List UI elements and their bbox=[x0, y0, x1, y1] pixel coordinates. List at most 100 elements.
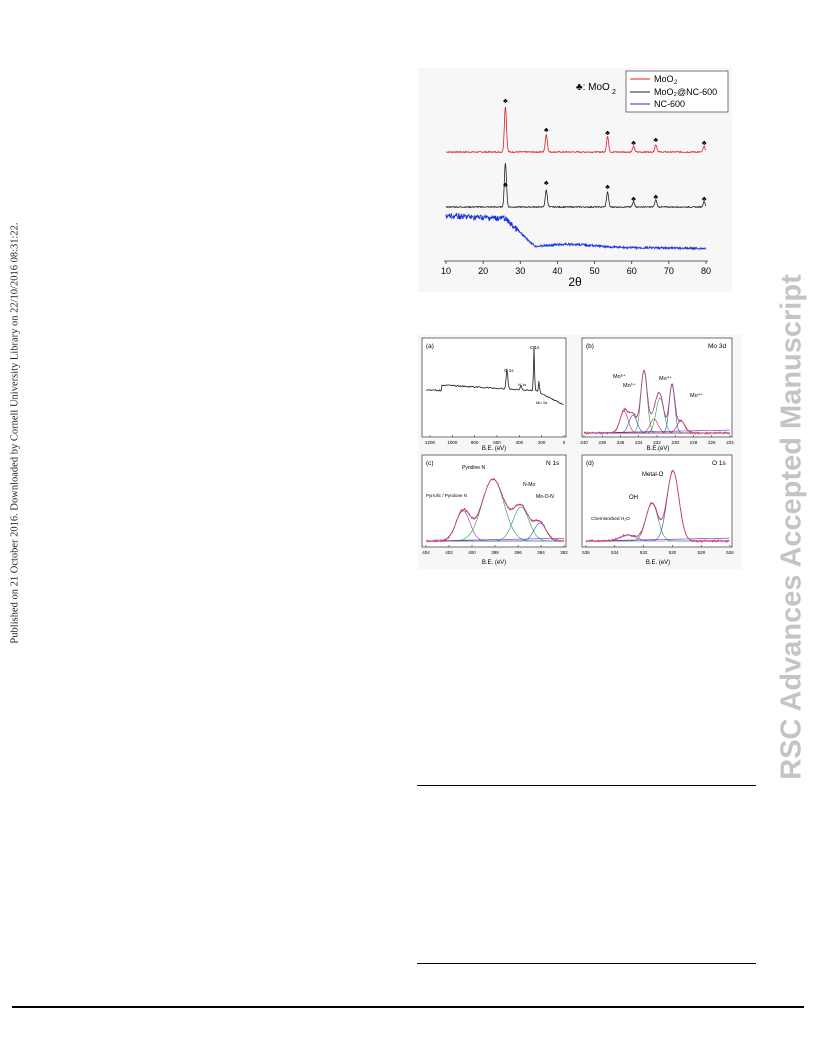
peak-label-o1s: O 1s bbox=[504, 368, 514, 373]
xrd-tick-label: 70 bbox=[664, 266, 674, 276]
tick-label: 526 bbox=[726, 550, 734, 555]
marker-key-label: ♣: MoO bbox=[576, 82, 610, 93]
panel-d-x-label: B.E. (eV) bbox=[646, 560, 670, 566]
xrd-x-label: 2θ bbox=[568, 275, 582, 289]
panel-c-tag: (c) bbox=[426, 460, 434, 467]
label-mo4-left: Mo⁴⁺ bbox=[659, 375, 672, 382]
publication-note-text: Published on 21 October 2016. Downloaded… bbox=[9, 222, 21, 644]
panel-c-x-ticks: 404 402 400 398 396 394 392 bbox=[422, 545, 568, 555]
peak-marker: ♣ bbox=[702, 140, 707, 147]
xrd-tick-label: 60 bbox=[627, 266, 637, 276]
panel-c-x-label: B.E. (eV) bbox=[482, 560, 506, 566]
label-n-mo: N-Mo bbox=[523, 482, 535, 488]
peak-label-mo3d: Mo 3d bbox=[536, 400, 547, 405]
panel-c-component bbox=[426, 522, 564, 542]
tick-label: 400 bbox=[516, 440, 524, 445]
tick-label: 532 bbox=[640, 550, 648, 555]
tick-label: 224 bbox=[726, 440, 734, 445]
label-metal-o: Metal-O bbox=[642, 472, 664, 478]
xrd-figure: ♣: MoO 2 MoO 2 MoO₂@NC-600 NC-600 ♣ ♣ ♣ ♣ ♣ ♣… bbox=[418, 68, 732, 292]
peak-marker: ♣ bbox=[605, 184, 610, 191]
panel-b-frame bbox=[581, 337, 733, 438]
peak-marker: ♣ bbox=[631, 196, 636, 203]
tick-label: 232 bbox=[653, 440, 661, 445]
tick-label: 800 bbox=[471, 440, 479, 445]
xrd-marker-key: ♣: MoO 2 bbox=[576, 82, 616, 96]
tick-label: 530 bbox=[669, 550, 677, 555]
legend-label-composite: MoO₂@NC-600 bbox=[654, 87, 717, 97]
panel-c-envelope bbox=[426, 478, 564, 542]
xrd-x-ticks: 10 20 30 40 50 60 70 80 bbox=[441, 261, 711, 276]
panel-b-x-ticks: 240 238 236 234 232 230 228 226 224 bbox=[580, 435, 734, 445]
xps-panel-b: (b) Mo 3d Mo⁶⁺ Mo⁵⁺ Mo⁴⁺ Mo⁴⁺ 240 238 236 2… bbox=[580, 337, 734, 452]
xps-panel-d: (d) O 1s Metal-O OH Chemisorbed H₂O 536 5… bbox=[581, 454, 734, 566]
label-pyridine-n: Pyridine N bbox=[462, 465, 485, 471]
xrd-peak-markers: ♣ ♣ ♣ ♣ ♣ ♣ ♣ ♣ ♣ ♣ ♣ ♣ bbox=[503, 98, 707, 203]
tick-label: 228 bbox=[690, 440, 698, 445]
xrd-trace-moo2 bbox=[445, 106, 707, 154]
label-mo6-left: Mo⁶⁺ bbox=[613, 373, 626, 380]
xps-chart: (a) O 1s C 1s N 1s Mo 3d 1200 1000 800 600 4… bbox=[421, 337, 734, 566]
xps-panel-c: (c) N 1s Pyridine N Pyrrolic / Pyridone … bbox=[421, 454, 568, 566]
panel-d-frame bbox=[581, 454, 733, 548]
tick-label: 400 bbox=[468, 550, 476, 555]
label-pyrrolic-n: Pyrrolic / Pyridone N bbox=[426, 493, 467, 498]
peak-marker: ♣ bbox=[631, 140, 636, 147]
xrd-tick-label: 50 bbox=[590, 266, 600, 276]
tick-label: 0 bbox=[563, 440, 566, 445]
peak-marker: ♣ bbox=[605, 130, 610, 137]
xrd-chart: ♣: MoO 2 MoO 2 MoO₂@NC-600 NC-600 ♣ ♣ ♣ ♣ ♣ ♣… bbox=[441, 70, 729, 289]
legend-label-nc600: NC-600 bbox=[654, 99, 685, 109]
peak-marker: ♣ bbox=[702, 196, 707, 203]
tick-label: 534 bbox=[611, 550, 619, 555]
label-mo5: Mo⁵⁺ bbox=[623, 382, 636, 389]
tick-label: 236 bbox=[617, 440, 625, 445]
xrd-tick-label: 80 bbox=[701, 266, 711, 276]
tick-label: 1000 bbox=[447, 440, 458, 445]
panel-a-tag: (a) bbox=[426, 343, 434, 350]
watermark-text: RSC Advances Accepted Manuscript bbox=[775, 274, 808, 780]
tick-label: 402 bbox=[445, 550, 453, 555]
tick-label: 394 bbox=[537, 550, 545, 555]
xps-figure: (a) O 1s C 1s N 1s Mo 3d 1200 1000 800 600 4… bbox=[418, 335, 742, 569]
panel-a-x-label: B.E. (eV) bbox=[482, 446, 506, 452]
panel-a-x-ticks: 1200 1000 800 600 400 200 0 bbox=[425, 435, 566, 445]
panel-a-survey-curve bbox=[425, 345, 564, 406]
peak-marker: ♣ bbox=[503, 182, 508, 189]
label-chemisorbed-h2o: Chemisorbed H₂O bbox=[591, 516, 630, 522]
peak-marker: ♣ bbox=[503, 98, 508, 105]
panel-c-baseline bbox=[426, 537, 565, 542]
panel-d-envelope bbox=[586, 470, 730, 542]
tick-label: 396 bbox=[514, 550, 522, 555]
table-bottom-rule bbox=[417, 963, 756, 964]
tick-label: 200 bbox=[538, 440, 546, 445]
xrd-trace-composite bbox=[446, 163, 707, 209]
panel-c-frame bbox=[421, 454, 567, 548]
panel-d-title: O 1s bbox=[712, 460, 726, 467]
tick-label: 392 bbox=[560, 550, 568, 555]
tick-label: 600 bbox=[493, 440, 501, 445]
tick-label: 240 bbox=[580, 440, 588, 445]
tick-label: 1200 bbox=[425, 440, 436, 445]
tick-label: 230 bbox=[671, 440, 679, 445]
xrd-legend: MoO 2 MoO₂@NC-600 NC-600 bbox=[625, 70, 729, 113]
page-footer-rule bbox=[12, 1006, 804, 1008]
watermark: RSC Advances Accepted Manuscript bbox=[772, 255, 812, 800]
xrd-trace-nc600 bbox=[445, 212, 707, 251]
panel-b-title: Mo 3d bbox=[708, 343, 726, 350]
tick-label: 528 bbox=[697, 550, 705, 555]
xps-panel-a: (a) O 1s C 1s N 1s Mo 3d 1200 1000 800 600 4… bbox=[421, 337, 567, 452]
label-oh: OH bbox=[629, 495, 638, 501]
panel-c-title: N 1s bbox=[546, 460, 560, 467]
panel-a-frame bbox=[421, 337, 567, 438]
tick-label: 226 bbox=[708, 440, 716, 445]
tick-label: 404 bbox=[422, 550, 430, 555]
panel-b-x-label: B.E.(eV) bbox=[647, 446, 670, 452]
panel-b-tag: (b) bbox=[586, 343, 594, 350]
panel-c-curves bbox=[425, 477, 565, 544]
table-top-rule bbox=[417, 785, 756, 786]
peak-label-c1s: C 1s bbox=[530, 345, 540, 350]
panel-d-curves bbox=[585, 469, 730, 544]
tick-label: 398 bbox=[491, 550, 499, 555]
peak-label-n1s: N 1s bbox=[518, 382, 526, 387]
